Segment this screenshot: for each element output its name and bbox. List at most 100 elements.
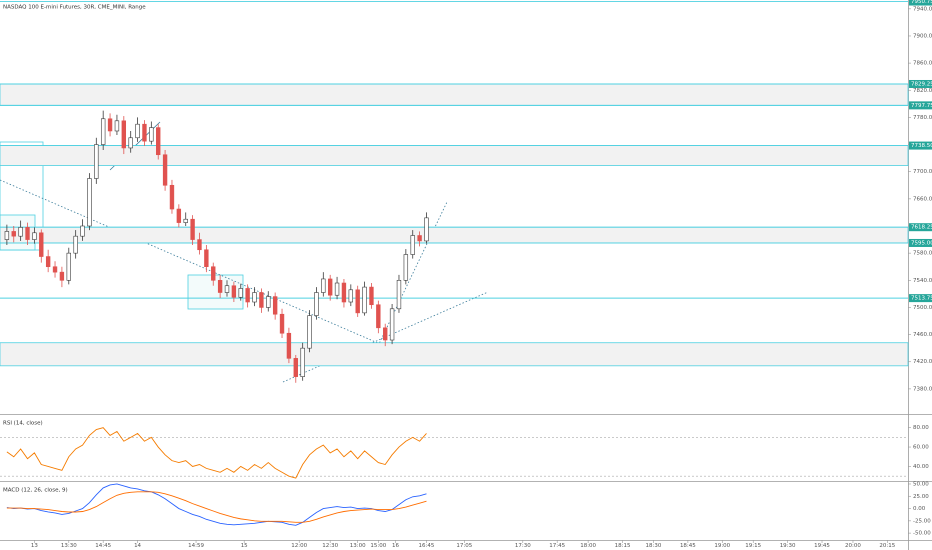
x-tick-label: 18:45 — [680, 543, 696, 549]
candle-body — [45, 256, 51, 268]
level-label-bg — [909, 0, 932, 6]
x-tick-label: 14:59 — [188, 543, 204, 549]
x-tick-label: 15 — [241, 543, 248, 549]
y-tick-label: -50.00 — [913, 531, 931, 537]
trend-line — [377, 201, 448, 347]
candle-body — [293, 358, 298, 377]
y-tick-label: 60.00 — [913, 445, 929, 451]
x-tick-label: 13:00 — [350, 543, 366, 549]
candle-body — [211, 266, 216, 281]
candle-body — [334, 282, 340, 296]
y-tick-label: 7860.00 — [913, 61, 932, 67]
candle-body — [403, 254, 409, 281]
candle-body — [52, 266, 58, 273]
candle-body — [252, 292, 257, 303]
candle-body — [169, 184, 175, 210]
x-tick-label: 20:00 — [845, 543, 861, 549]
x-tick-label: 12:30 — [322, 543, 338, 549]
candle-body — [238, 288, 243, 298]
x-tick-label: 13 — [31, 543, 38, 549]
x-tick-label: 18:00 — [580, 543, 596, 549]
candle-body — [300, 347, 305, 377]
candle-body — [121, 120, 127, 149]
candle-body — [176, 208, 182, 223]
candle-body — [362, 286, 367, 314]
candle-body — [66, 252, 71, 281]
y-tick-label: 7460.00 — [913, 332, 932, 338]
candle-body — [321, 278, 326, 293]
candle-body — [197, 239, 202, 251]
candle-body — [266, 296, 271, 308]
level-label: 7513.75 — [911, 296, 932, 302]
candle-body — [32, 232, 37, 240]
y-tick-label: 25.00 — [913, 494, 929, 500]
candle-body — [80, 225, 85, 237]
zone — [0, 226, 909, 244]
candle-body — [383, 327, 388, 341]
x-tick-label: 19:15 — [745, 543, 761, 549]
candle-body — [272, 296, 278, 315]
x-tick-label: 16:45 — [419, 543, 435, 549]
candle-body — [87, 178, 92, 227]
x-tick-label: 15:00 — [370, 543, 386, 549]
candle-body — [410, 235, 415, 255]
x-tick-label: 19:45 — [814, 543, 830, 549]
y-tick-label: 7500.00 — [913, 305, 932, 311]
x-tick-label: 19:00 — [714, 543, 730, 549]
level-label-bg — [909, 294, 932, 303]
level-label: 7829.25 — [911, 81, 932, 87]
candle-body — [135, 123, 140, 139]
y-tick-label: 50.00 — [913, 481, 929, 487]
zone — [0, 83, 909, 106]
y-tick-label: 7820.00 — [913, 88, 932, 94]
candle-body — [327, 278, 333, 296]
y-tick-label: 80.00 — [913, 425, 929, 431]
candle-body — [156, 127, 161, 156]
x-tick-label: 17:05 — [456, 543, 472, 549]
candle-body — [279, 313, 285, 334]
y-tick-label: 7940.00 — [913, 6, 932, 12]
candle-body — [142, 123, 147, 142]
y-tick-label: 7540.00 — [913, 278, 932, 284]
y-tick-label: 7380.00 — [913, 386, 932, 392]
series-line — [6, 483, 427, 526]
candle-body — [149, 127, 154, 142]
candle-body — [286, 332, 292, 359]
candle-body — [39, 232, 44, 257]
candle-body — [417, 235, 422, 242]
trend-line — [0, 179, 409, 357]
zone — [0, 145, 909, 167]
candle-body — [314, 292, 319, 316]
y-tick-label: -25.00 — [913, 518, 931, 524]
candle-body — [341, 282, 347, 303]
candle-body — [231, 285, 237, 298]
y-tick-label: 7580.00 — [913, 251, 932, 257]
candle-body — [389, 308, 395, 341]
level-label-bg — [909, 79, 932, 88]
y-tick-label: 40.00 — [913, 464, 929, 470]
x-tick-label: 18:30 — [646, 543, 662, 549]
x-tick-label: 16 — [392, 543, 399, 549]
candle-body — [128, 137, 133, 149]
level-label: 7595.00 — [911, 240, 932, 246]
zone — [0, 342, 909, 367]
x-tick-label: 19:30 — [780, 543, 796, 549]
candle-body — [396, 279, 402, 310]
y-tick-label: 0.00 — [913, 506, 926, 512]
level-label-bg — [909, 141, 932, 150]
candle-body — [424, 217, 429, 242]
candle-body — [73, 235, 78, 254]
candle-body — [94, 144, 99, 179]
candle-body — [224, 285, 230, 293]
series-line — [6, 491, 427, 523]
candle-body — [217, 279, 223, 293]
x-tick-label: 17:45 — [549, 543, 565, 549]
level-label: 7950.75 — [911, 0, 932, 5]
candle-body — [100, 118, 106, 145]
y-tick-label: 7900.00 — [913, 33, 932, 39]
level-label-bg — [909, 223, 932, 232]
candle-body — [114, 120, 120, 132]
level-label: 7618.25 — [911, 225, 932, 231]
